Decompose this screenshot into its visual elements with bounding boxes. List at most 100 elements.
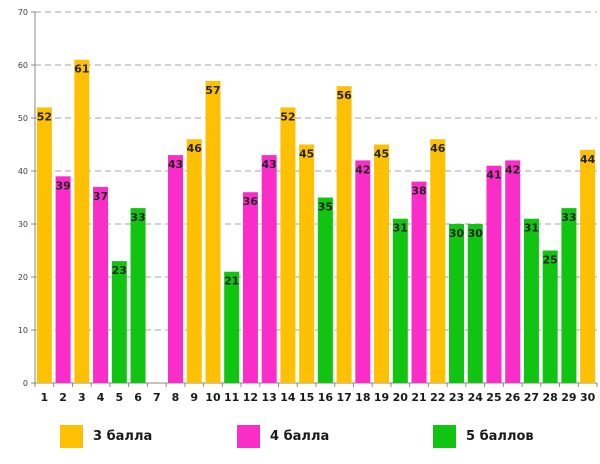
bar-value-label: 43	[168, 158, 183, 171]
bar-value-label: 21	[224, 275, 239, 288]
bar-value-label: 30	[468, 227, 484, 240]
x-axis-label: 28	[543, 391, 558, 404]
x-axis-label: 8	[172, 391, 180, 404]
bar	[355, 160, 371, 383]
x-axis-label: 12	[243, 391, 258, 404]
bar	[130, 208, 146, 383]
legend-item-4-balla: 4 балла	[237, 424, 329, 448]
bar	[523, 218, 539, 383]
x-axis-label: 19	[374, 391, 389, 404]
bar-value-label: 57	[205, 84, 220, 97]
bar	[74, 59, 90, 383]
bar	[411, 181, 427, 383]
bar-value-label: 31	[393, 222, 408, 235]
bar	[449, 224, 464, 383]
bar-value-label: 45	[299, 148, 314, 161]
x-axis-label: 15	[299, 391, 314, 404]
x-axis-label: 10	[205, 391, 221, 404]
x-axis-label: 5	[115, 391, 123, 404]
x-axis-label: 24	[468, 391, 484, 404]
y-axis-label: 30	[18, 220, 28, 229]
bar	[299, 144, 315, 383]
bar	[317, 197, 333, 383]
bar-value-label: 39	[55, 179, 70, 192]
y-axis-label: 40	[18, 167, 28, 176]
y-axis-label: 60	[18, 61, 28, 70]
x-axis-label: 7	[153, 391, 161, 404]
x-axis-label: 1	[41, 391, 49, 404]
bar-value-label: 38	[411, 185, 426, 198]
x-axis-label: 26	[505, 391, 521, 404]
bar	[36, 107, 52, 384]
x-axis-label: 23	[449, 391, 464, 404]
bar-value-label: 61	[74, 63, 89, 76]
x-axis-label: 29	[561, 391, 576, 404]
bar-value-label: 44	[580, 153, 596, 166]
legend-item-5-ballov: 5 баллов	[433, 424, 534, 448]
y-axis-label: 70	[18, 8, 28, 17]
bar-value-label: 33	[561, 211, 576, 224]
x-axis-label: 11	[224, 391, 239, 404]
bar	[580, 149, 596, 383]
bar	[261, 155, 277, 383]
bar-value-label: 36	[243, 195, 259, 208]
x-axis-label: 18	[355, 391, 370, 404]
x-axis-label: 21	[411, 391, 426, 404]
bar-value-label: 56	[336, 89, 352, 102]
bar	[186, 139, 202, 383]
y-axis-label: 10	[18, 326, 28, 335]
bar	[242, 192, 258, 383]
bar	[486, 165, 502, 383]
bar-value-label: 30	[449, 227, 465, 240]
bar	[505, 160, 521, 383]
y-axis-label: 20	[18, 273, 28, 282]
legend-label-5-ballov: 5 баллов	[466, 428, 534, 444]
y-axis-label: 50	[18, 114, 28, 123]
bar	[392, 218, 408, 383]
bar	[168, 155, 183, 383]
x-axis-label: 30	[580, 391, 596, 404]
bar-value-label: 42	[355, 163, 370, 176]
bar	[111, 261, 127, 383]
bar	[55, 176, 71, 383]
bar-value-label: 33	[130, 211, 145, 224]
bar-value-label: 37	[93, 190, 108, 203]
bar	[430, 139, 446, 383]
x-axis-label: 20	[393, 391, 409, 404]
bar	[336, 86, 352, 383]
bar	[542, 250, 558, 383]
bar-value-label: 52	[37, 110, 52, 123]
bar-value-label: 41	[486, 169, 501, 182]
x-axis-label: 4	[97, 391, 105, 404]
x-axis-label: 9	[190, 391, 198, 404]
legend-item-3-balla: 3 балла	[60, 424, 152, 448]
x-axis-label: 25	[486, 391, 501, 404]
bar-value-label: 35	[318, 201, 333, 214]
bar-value-label: 45	[374, 148, 389, 161]
x-axis-label: 27	[524, 391, 539, 404]
legend-label-3-balla: 3 балла	[93, 428, 153, 444]
bar	[224, 271, 240, 383]
legend-swatch-5-ballov	[433, 424, 456, 448]
bar-value-label: 52	[280, 110, 295, 123]
bar	[467, 224, 483, 383]
bar-value-label: 46	[430, 142, 446, 155]
x-axis-label: 6	[134, 391, 142, 404]
x-axis-label: 13	[262, 391, 277, 404]
legend-swatch-3-balla	[60, 424, 83, 448]
x-axis-label: 14	[280, 391, 296, 404]
bar-value-label: 46	[187, 142, 203, 155]
bar-value-label: 31	[524, 222, 539, 235]
x-axis-label: 3	[78, 391, 86, 404]
bar-value-label: 42	[505, 163, 520, 176]
bar-value-label: 23	[112, 264, 127, 277]
x-axis-label: 16	[318, 391, 334, 404]
bar	[280, 107, 296, 384]
y-axis-label: 0	[23, 379, 28, 388]
x-axis-label: 2	[59, 391, 67, 404]
bar-value-label: 43	[262, 158, 277, 171]
bar	[561, 208, 577, 383]
legend-label-4-balla: 4 балла	[270, 428, 330, 444]
